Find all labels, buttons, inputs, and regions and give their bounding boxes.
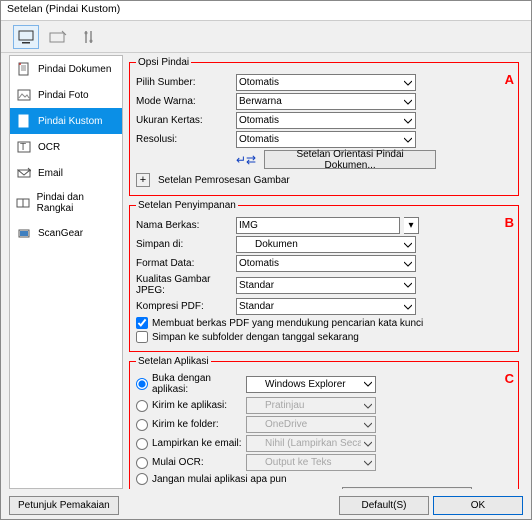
- sidebar-item-label: Pindai Kustom: [38, 116, 102, 127]
- sidebar-item-scan-photo[interactable]: Pindai Foto: [10, 82, 122, 108]
- document-icon: [16, 62, 32, 76]
- select-source[interactable]: Otomatis: [236, 74, 416, 91]
- sidebar-item-label: Pindai Dokumen: [38, 64, 111, 75]
- section-legend: Setelan Aplikasi: [136, 356, 211, 367]
- input-filename[interactable]: [236, 217, 400, 234]
- sidebar-item-scan-document[interactable]: Pindai Dokumen: [10, 56, 122, 82]
- section-save-settings: Setelan Penyimpanan B Nama Berkas: ▾ Simp…: [129, 200, 519, 352]
- tab-scan-from-pc-icon[interactable]: [13, 25, 39, 49]
- stitch-icon: [16, 196, 31, 210]
- select-color[interactable]: Berwarna: [236, 93, 416, 110]
- sidebar-item-scangear[interactable]: ScanGear: [10, 220, 122, 246]
- select-savein[interactable]: Dokumen: [236, 236, 416, 253]
- section-legend: Setelan Penyimpanan: [136, 200, 238, 211]
- radio-send-folder[interactable]: [136, 419, 148, 431]
- select-send-folder[interactable]: OneDrive: [246, 416, 376, 433]
- radio-label: Kirim ke folder:: [152, 419, 242, 430]
- expand-icon[interactable]: +: [136, 173, 150, 187]
- radio-label: Jangan mulai aplikasi apa pun: [152, 474, 287, 485]
- sidebar-item-email[interactable]: Email: [10, 160, 122, 186]
- radio-ocr[interactable]: [136, 457, 148, 469]
- label-jpeg: Kualitas Gambar JPEG:: [136, 274, 232, 296]
- select-open-app[interactable]: Windows Explorer: [246, 376, 376, 393]
- scangear-icon: [16, 226, 32, 240]
- window-title: Setelan (Pindai Kustom): [1, 1, 531, 21]
- ok-button[interactable]: OK: [433, 496, 523, 515]
- select-format[interactable]: Otomatis: [236, 255, 416, 272]
- orientation-button[interactable]: Setelan Orientasi Pindai Dokumen...: [264, 150, 436, 169]
- tab-scan-from-panel-icon[interactable]: [45, 25, 71, 49]
- select-jpeg[interactable]: Standar: [236, 277, 416, 294]
- select-pdf[interactable]: Standar: [236, 298, 416, 315]
- checkbox-label: Membuat berkas PDF yang mendukung pencar…: [152, 318, 423, 329]
- label-color: Mode Warna:: [136, 96, 232, 107]
- checkbox-pdf-search[interactable]: [136, 317, 148, 329]
- label-source: Pilih Sumber:: [136, 77, 232, 88]
- svg-text:T: T: [20, 142, 26, 153]
- chevron-down-icon[interactable]: ▾: [404, 217, 419, 234]
- select-email[interactable]: Nihil (Lampirkan Secara Manual): [246, 435, 376, 452]
- label-savein: Simpan di:: [136, 239, 232, 250]
- more-functions-button[interactable]: Lebih Banyak Fungsi: [342, 487, 472, 489]
- section-legend: Opsi Pindai: [136, 57, 191, 68]
- email-icon: [16, 166, 32, 180]
- swap-icon[interactable]: ↵⇄: [236, 153, 256, 167]
- marker-a: A: [505, 72, 514, 87]
- custom-icon: [16, 114, 32, 128]
- toolbar: [1, 21, 531, 53]
- ocr-icon: T: [16, 140, 32, 154]
- sidebar-item-label: ScanGear: [38, 228, 83, 239]
- sidebar-item-stitch[interactable]: Pindai dan Rangkai: [10, 186, 122, 220]
- sidebar-item-label: Pindai Foto: [38, 90, 89, 101]
- sidebar-item-ocr[interactable]: T OCR: [10, 134, 122, 160]
- radio-label: Kirim ke aplikasi:: [152, 400, 242, 411]
- sidebar-item-label: Email: [38, 168, 63, 179]
- photo-icon: [16, 88, 32, 102]
- radio-none[interactable]: [136, 473, 148, 485]
- select-send-app[interactable]: Pratinjau: [246, 397, 376, 414]
- section-app-settings: Setelan Aplikasi C Buka dengan aplikasi:…: [129, 356, 519, 489]
- radio-open-app[interactable]: [136, 378, 148, 390]
- radio-email[interactable]: [136, 438, 148, 450]
- label-res: Resolusi:: [136, 134, 232, 145]
- marker-b: B: [505, 215, 514, 230]
- sidebar-item-label: Pindai dan Rangkai: [37, 192, 116, 214]
- section-scan-options: Opsi Pindai A Pilih Sumber: Otomatis Mode…: [129, 57, 519, 196]
- checkbox-subfolder[interactable]: [136, 331, 148, 343]
- tab-tools-icon[interactable]: [77, 25, 103, 49]
- label-pdf: Kompresi PDF:: [136, 301, 232, 312]
- label-format: Format Data:: [136, 258, 232, 269]
- radio-label: Lampirkan ke email:: [152, 438, 242, 449]
- sidebar-item-scan-custom[interactable]: Pindai Kustom: [10, 108, 122, 134]
- checkbox-label: Simpan ke subfolder dengan tanggal sekar…: [152, 332, 359, 343]
- select-paper[interactable]: Otomatis: [236, 112, 416, 129]
- radio-send-app[interactable]: [136, 400, 148, 412]
- sidebar-item-label: OCR: [38, 142, 60, 153]
- sidebar: Pindai Dokumen Pindai Foto Pindai Kustom…: [9, 55, 123, 489]
- select-res[interactable]: Otomatis: [236, 131, 416, 148]
- defaults-button[interactable]: Default(S): [339, 496, 429, 515]
- img-processing-label: Setelan Pemrosesan Gambar: [158, 175, 290, 186]
- label-paper: Ukuran Kertas:: [136, 115, 232, 126]
- radio-label: Buka dengan aplikasi:: [152, 373, 242, 395]
- help-button[interactable]: Petunjuk Pemakaian: [9, 496, 119, 515]
- select-ocr[interactable]: Output ke Teks: [246, 454, 376, 471]
- radio-label: Mulai OCR:: [152, 457, 242, 468]
- marker-c: C: [505, 371, 514, 386]
- label-filename: Nama Berkas:: [136, 220, 232, 231]
